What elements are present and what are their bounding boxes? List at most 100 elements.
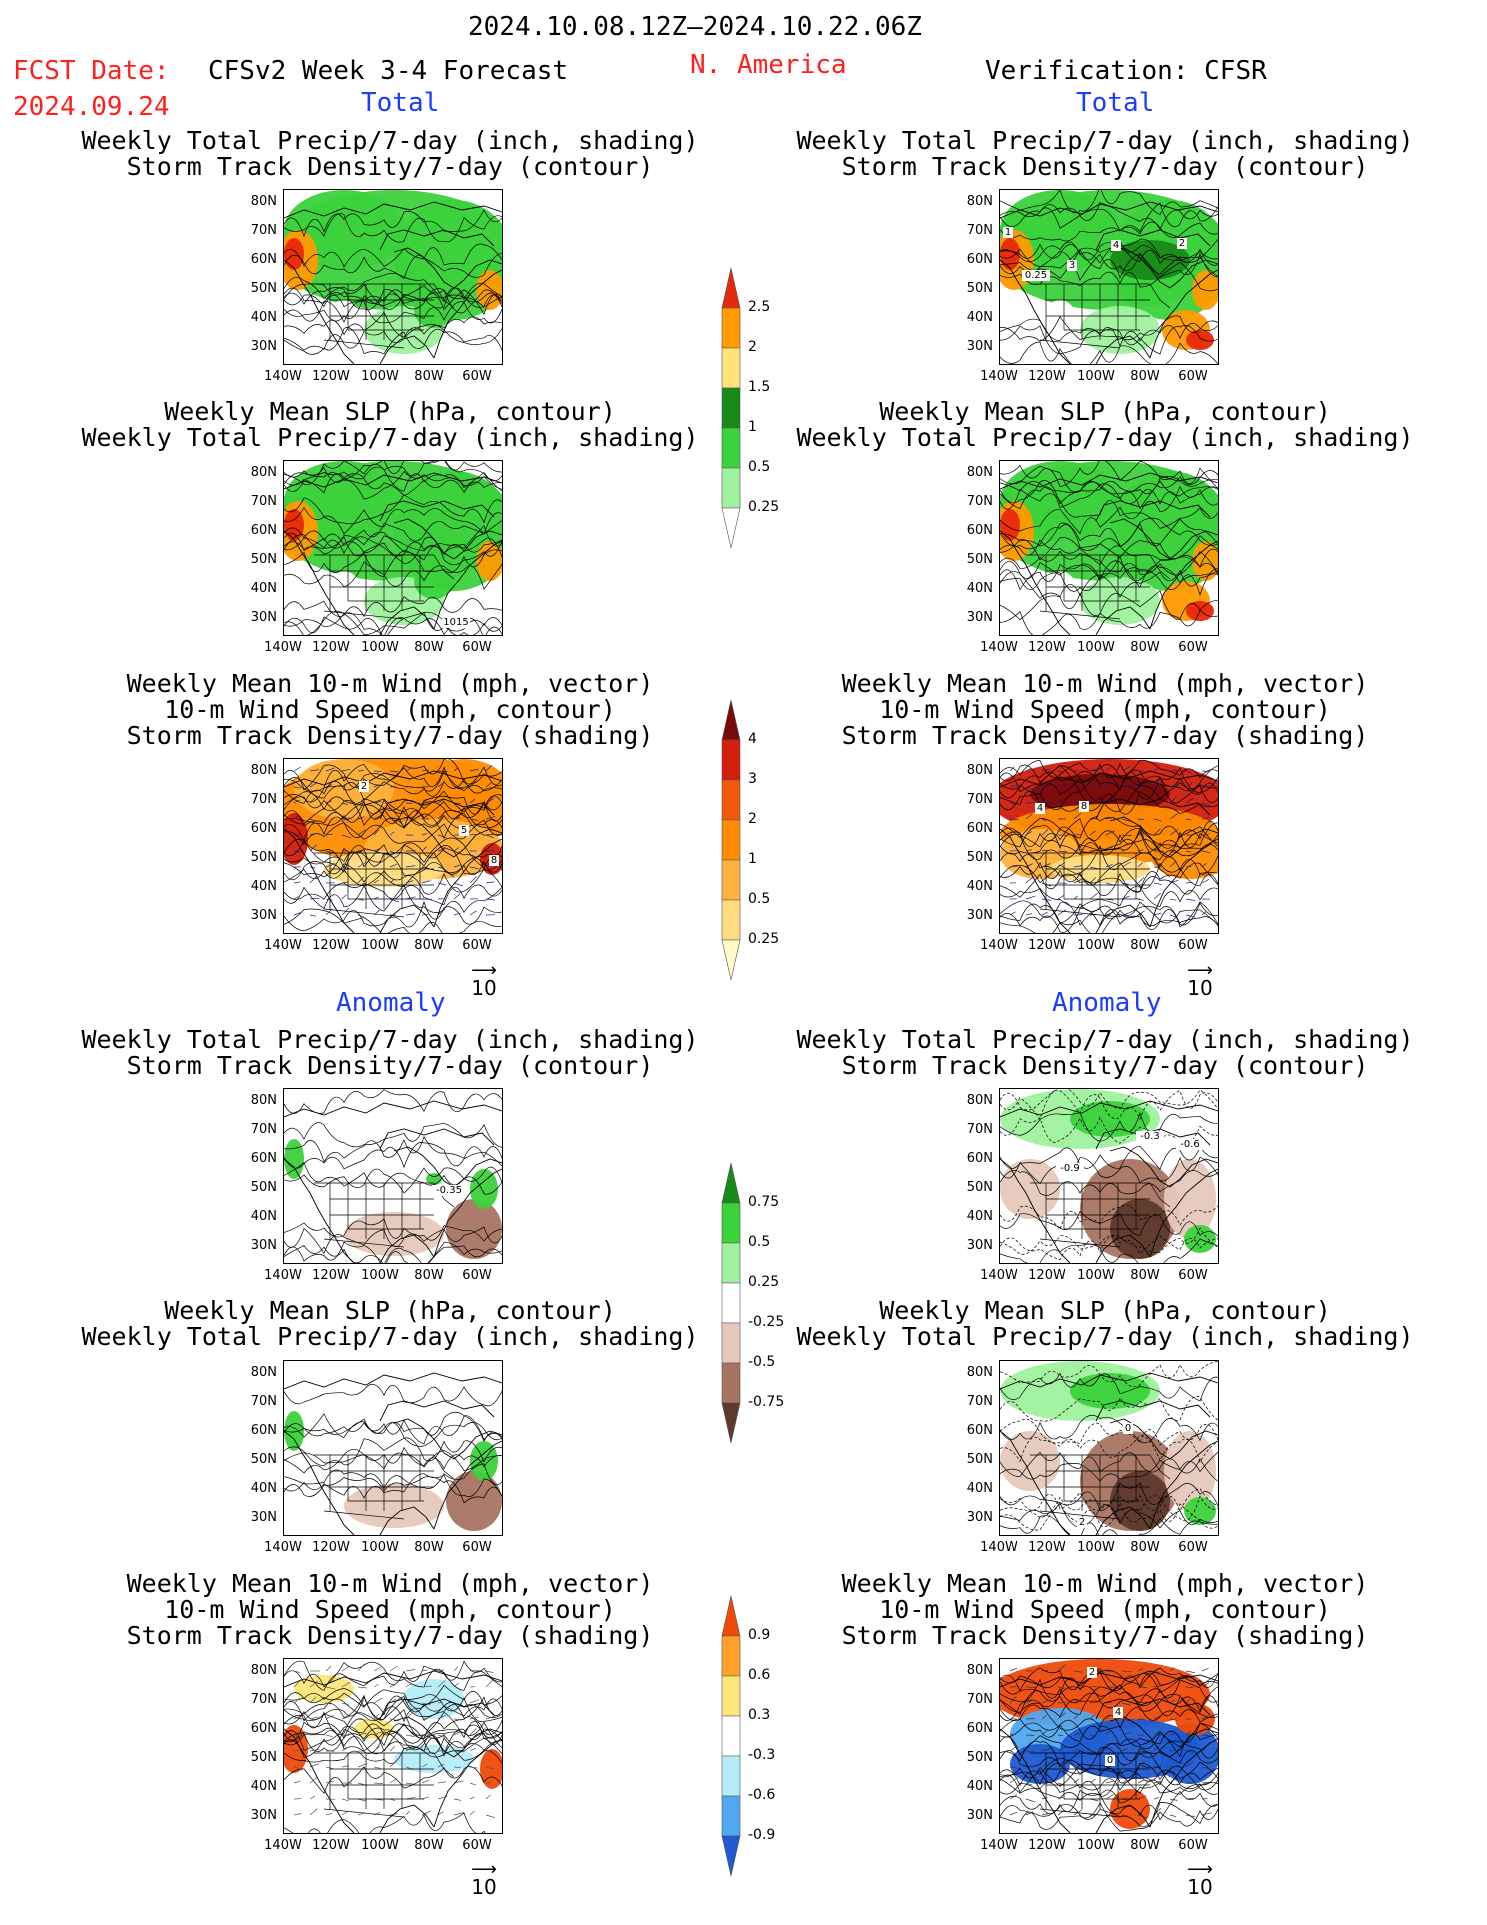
contour-line (284, 1415, 502, 1445)
colorbar-swatch (721, 819, 741, 861)
title-line: Weekly Mean 10-m Wind (mph, vector) (126, 669, 654, 698)
contour-line (1000, 567, 1218, 597)
wind-vector (485, 1766, 494, 1770)
arrow-icon: ⟶ (471, 1859, 497, 1880)
wind-vector (1041, 1669, 1048, 1672)
contour-line (1000, 1684, 1218, 1713)
contour-line (284, 285, 502, 314)
contour-line (1000, 1396, 1218, 1422)
fcst-date-value: 2024.09.24 (13, 92, 170, 122)
contour-line (1000, 1731, 1218, 1758)
wind-vector (1009, 1777, 1018, 1784)
wind-vector (1041, 1813, 1049, 1816)
contour-label: 2 (1177, 238, 1187, 249)
lat-tick-label: 30N (250, 1808, 277, 1823)
wind-vector (325, 784, 333, 788)
lat-tick-label: 60N (250, 821, 277, 836)
title-line: Weekly Mean 10-m Wind (mph, vector) (841, 1569, 1369, 1598)
wind-vector (1025, 1811, 1034, 1816)
contour-line (1000, 249, 1218, 279)
wind-vector (1153, 818, 1162, 822)
wind-vector (373, 801, 382, 804)
wind-vector (1185, 1760, 1195, 1768)
wind-vector (341, 894, 347, 900)
svg-text:2: 2 (361, 781, 367, 792)
wind-vector (421, 769, 429, 772)
contour-line (1000, 1757, 1218, 1787)
contour-line (1000, 1667, 1218, 1695)
lat-tick-label: 40N (250, 581, 277, 596)
svg-text:4: 4 (1115, 1707, 1121, 1718)
contour-line (284, 1730, 502, 1757)
wind-vector (1121, 1748, 1128, 1752)
wind-vector (1041, 1797, 1048, 1800)
wind-vector (357, 1732, 367, 1736)
contour-line (284, 1709, 502, 1740)
wind-vector (1057, 770, 1064, 774)
contour-line (284, 883, 502, 913)
wind-vector (1185, 797, 1194, 804)
svg-text:5: 5 (461, 825, 467, 836)
wind-vector (357, 914, 364, 918)
wind-vector (1089, 877, 1097, 884)
map-plot (284, 190, 502, 364)
wind-vector (341, 1798, 349, 1802)
lat-tick-label: 80N (250, 1365, 277, 1380)
wind-vector (373, 1746, 380, 1752)
contour-label: 5 (459, 825, 469, 836)
contour-line (284, 1122, 502, 1148)
wind-vector (389, 1778, 397, 1784)
wind-vector (1089, 815, 1099, 820)
wind-vector (1185, 865, 1192, 868)
contour-line (1000, 537, 1218, 568)
wind-vector (485, 834, 494, 839)
lat-tick-label: 50N (250, 281, 277, 296)
wind-vector (1105, 1701, 1112, 1704)
wind-vector (1025, 786, 1034, 790)
shading-region (1000, 1431, 1060, 1491)
wind-vector (469, 1747, 476, 1752)
contour-line (284, 461, 502, 486)
colorbar-track-total: 4 3 2 1 0.5 0.25 (721, 699, 779, 981)
lat-tick-label: 80N (250, 763, 277, 778)
wind-vector (1153, 882, 1163, 886)
title-line: Weekly Mean 10-m Wind (mph, vector) (841, 669, 1369, 698)
vector-ref-fcst-anom: ⟶ 10 (464, 1859, 504, 1900)
contour-line (284, 773, 502, 804)
svg-text:-0.3: -0.3 (1140, 1131, 1160, 1142)
lat-tick-label: 80N (966, 1365, 993, 1380)
colorbar-label: 0.5 (748, 1234, 771, 1250)
contour-label: 2 (1077, 1517, 1087, 1528)
wind-vector (1169, 1750, 1177, 1752)
contour-line (284, 471, 502, 497)
svg-text:1: 1 (1005, 227, 1011, 238)
wind-vector (309, 844, 317, 852)
contour-line (284, 1766, 502, 1794)
contour-line (1000, 902, 1218, 933)
contour-line (284, 908, 502, 933)
lat-tick-label: 80N (250, 1663, 277, 1678)
colorbar-swatch (721, 699, 741, 741)
title-line: Storm Track Density/7-day (contour) (126, 1051, 654, 1080)
lon-tick-label: 100W (1077, 938, 1115, 953)
wind-vector (1073, 1748, 1079, 1752)
wind-vector (485, 764, 493, 772)
wind-vector (1121, 818, 1131, 822)
wind-vector (421, 880, 431, 884)
colorbar-swatch (721, 1595, 741, 1637)
contour-line (284, 1718, 502, 1747)
contour-line (1000, 1515, 1218, 1535)
wind-vector (405, 1669, 416, 1672)
wind-vector (1137, 1750, 1146, 1753)
lon-tick-label: 140W (980, 369, 1018, 384)
wind-vector (1169, 1733, 1176, 1736)
lat-tick-label: 70N (966, 1692, 993, 1707)
wind-vector (1153, 766, 1160, 772)
wind-vector (309, 1808, 318, 1816)
wind-vector (1057, 1701, 1067, 1704)
contour-line (1000, 1694, 1218, 1722)
wind-vector (1009, 1766, 1020, 1769)
wind-vector (357, 849, 365, 852)
wind-vector (1025, 813, 1033, 820)
